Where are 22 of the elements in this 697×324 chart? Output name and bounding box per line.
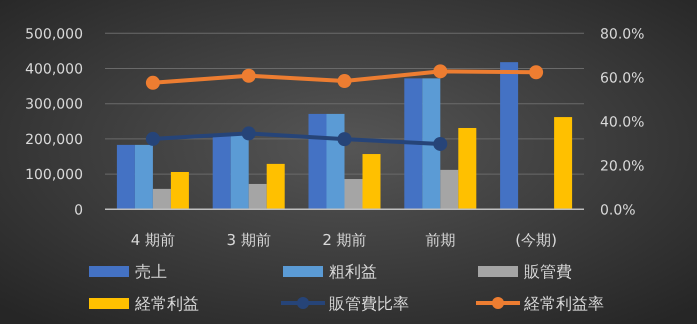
ytick: 200,000 (25, 132, 83, 148)
xtick: 2 期前 (322, 231, 367, 249)
xtick: 4 期前 (130, 231, 176, 249)
y2tick: 0.0% (600, 202, 636, 218)
legend-label: 粗利益 (329, 262, 377, 281)
y2tick: 40.0% (600, 114, 644, 130)
y2tick: 60.0% (600, 70, 644, 86)
legend-label: 販管費 (524, 262, 572, 281)
legend-label: 経常利益率 (524, 294, 604, 313)
ytick: 400,000 (25, 62, 83, 78)
ytick: 100,000 (25, 167, 83, 184)
ytick: 500,000 (25, 26, 83, 42)
xtick: (今期) (515, 231, 557, 249)
legend-label: 経常利益 (135, 294, 199, 313)
xtick: 3 期前 (226, 231, 271, 249)
ytick: 300,000 (25, 96, 83, 113)
legend-label: 売上 (135, 262, 167, 281)
y2tick: 80.0% (600, 26, 644, 42)
y2tick: 20.0% (600, 158, 644, 174)
xtick: 前期 (425, 231, 456, 249)
legend-label: 販管費比率 (329, 294, 409, 313)
ytick: 0 (74, 202, 83, 218)
